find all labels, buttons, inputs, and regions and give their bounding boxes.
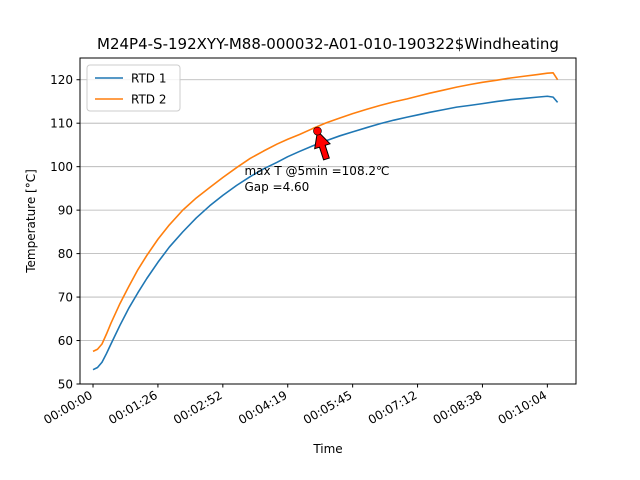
x-tick-label: 00:05:45 [301,388,355,427]
y-tick-label: 90 [58,204,73,218]
y-axis-label: Temperature [°C] [24,169,38,274]
x-tick-label: 00:10:04 [496,388,550,427]
y-tick-label: 110 [50,117,73,131]
x-tick-label: 00:04:19 [236,388,290,427]
annotation-point [313,126,322,136]
chart-title: M24P4-S-192XYY-M88-000032-A01-010-190322… [97,35,559,53]
y-tick-label: 100 [50,160,73,174]
x-tick-label: 00:08:38 [431,388,485,427]
x-tick-label: 00:00:00 [41,388,95,427]
axes: 50 60 70 80 90 100 110 120 00:00:00 00:01:26 00:02… [41,73,549,427]
annotation: max T @5min =108.2℃ Gap =4.60 [244,126,390,194]
legend-label-2: RTD 2 [131,93,166,107]
x-tick-label: 00:07:12 [366,388,420,427]
y-tick-label: 50 [58,378,73,392]
y-tick-label: 60 [58,334,73,348]
y-tick-label: 80 [58,247,73,261]
legend-label-1: RTD 1 [131,72,166,86]
series-line-1 [92,95,559,371]
annotation-text-line: max T @5min =108.2℃ [244,164,389,178]
x-axis-label: Time [312,442,342,456]
x-tick-label: 00:01:26 [106,388,160,427]
series-lines [92,71,559,371]
y-tick-label: 70 [58,291,73,305]
grid-lines [80,79,576,385]
legend: RTD 1 RTD 2 [86,64,181,112]
plot-frame [79,57,577,385]
x-tick-label: 00:02:52 [171,388,225,427]
annotation-arrow [314,129,331,161]
series-line-2 [92,71,559,353]
annotation-text-line: Gap =4.60 [244,180,309,194]
y-tick-label: 120 [50,73,73,87]
